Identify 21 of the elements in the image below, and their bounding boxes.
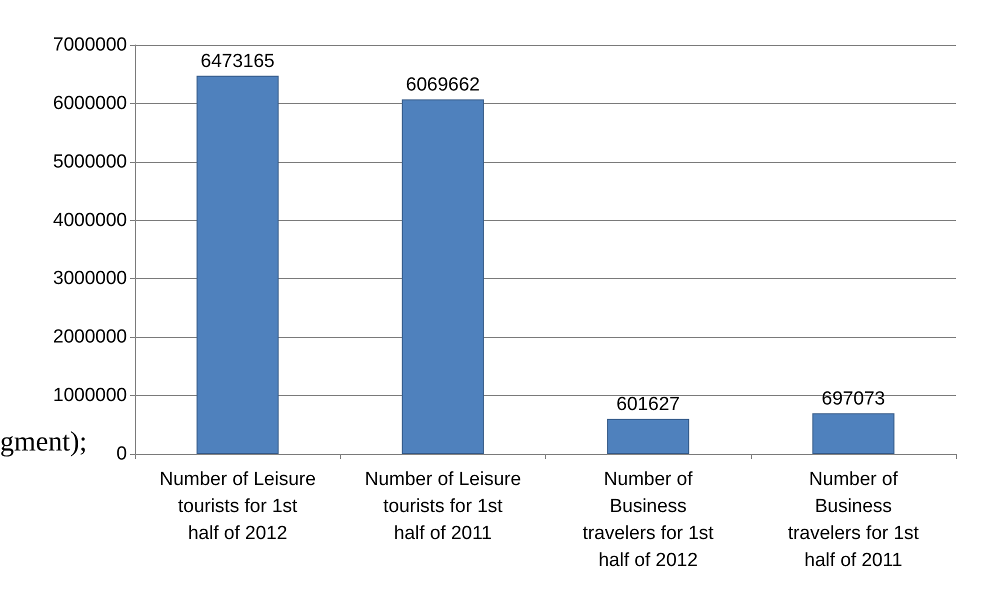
x-tick-label: Number of Leisure tourists for 1st half of 2012 [159, 469, 316, 544]
y-tick-label: 6000000 [53, 92, 127, 114]
y-tick-label: 5000000 [53, 151, 127, 172]
y-tick-label: 4000000 [53, 210, 127, 231]
x-tick-label: Number of Business travelers for 1st half of 2011 [788, 469, 920, 571]
x-tick-label: Number of Business travelers for 1st half of 2012 [582, 469, 714, 571]
y-tick-label: 2000000 [53, 326, 127, 348]
y-tick-label: 0 [116, 444, 127, 464]
text: gment); [0, 426, 88, 458]
data-label: 6069662 [406, 74, 480, 96]
data-label: 6473165 [200, 50, 275, 72]
x-tick-label: Number of Leisure tourists for 1st half of 2011 [364, 469, 522, 544]
y-tick-label: 1000000 [53, 385, 127, 406]
bar [607, 418, 690, 454]
data-label: 697073 [822, 388, 886, 410]
y-tick-label: 3000000 [53, 268, 127, 290]
data-label: 601627 [616, 394, 680, 415]
y-tick-label: 7000000 [53, 34, 127, 56]
bar [196, 76, 279, 454]
bar [402, 99, 484, 454]
bar [812, 413, 894, 454]
